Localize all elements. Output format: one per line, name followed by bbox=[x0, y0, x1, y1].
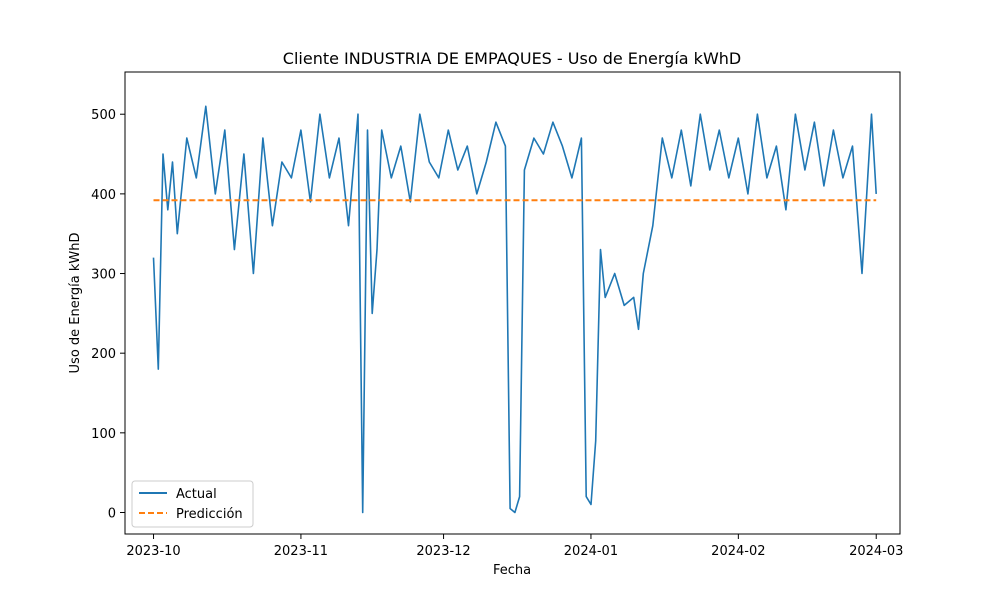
x-axis-label: Fecha bbox=[493, 563, 531, 578]
y-tick-label: 400 bbox=[91, 188, 116, 203]
x-tick-label: 2023-11 bbox=[274, 544, 328, 559]
x-tick-label: 2024-02 bbox=[711, 544, 765, 559]
x-tick-label: 2024-03 bbox=[849, 544, 903, 559]
series-line-actual bbox=[152, 105, 877, 514]
y-tick-label: 200 bbox=[91, 347, 116, 362]
plot-lines bbox=[152, 105, 877, 514]
x-tick-label: 2024-01 bbox=[564, 544, 618, 559]
y-tick-label: 100 bbox=[91, 427, 116, 442]
x-axis-ticks: 2023-10 2023-11 2023-12 2024-01 2024-02 2024-… bbox=[126, 534, 903, 559]
y-tick-label: 500 bbox=[91, 108, 116, 123]
y-tick-label: 0 bbox=[108, 506, 116, 521]
x-tick-label: 2023-12 bbox=[416, 544, 470, 559]
chart-title: Cliente INDUSTRIA DE EMPAQUES - Uso de E… bbox=[283, 49, 741, 68]
legend: Actual Predicción bbox=[131, 480, 254, 528]
x-tick-label: 2023-10 bbox=[126, 544, 180, 559]
legend-label-actual: Actual bbox=[176, 487, 217, 502]
y-axis-ticks: 0 100 200 300 400 500 bbox=[91, 108, 125, 521]
plot-frame bbox=[124, 71, 901, 535]
y-tick-label: 300 bbox=[91, 268, 116, 283]
legend-label-prediccion: Predicción bbox=[176, 507, 243, 522]
y-axis-label: Uso de Energía kWhD bbox=[68, 233, 83, 374]
